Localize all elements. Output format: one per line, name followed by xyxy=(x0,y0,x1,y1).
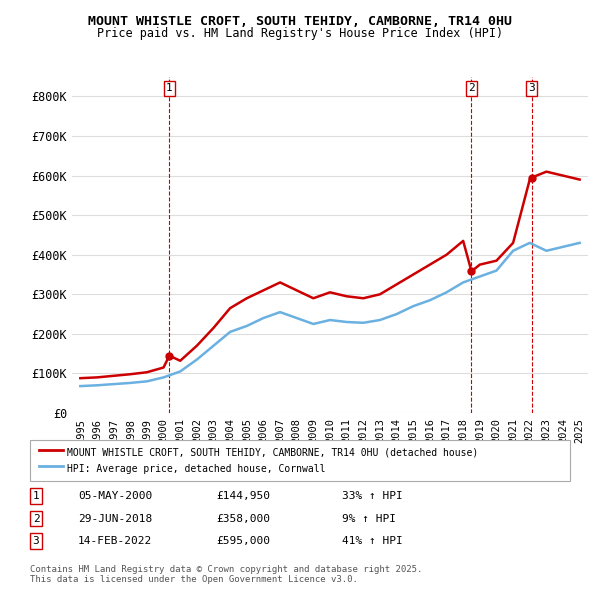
Text: £144,950: £144,950 xyxy=(216,491,270,501)
Text: 05-MAY-2000: 05-MAY-2000 xyxy=(78,491,152,501)
Text: 1: 1 xyxy=(166,83,173,93)
Text: 14-FEB-2022: 14-FEB-2022 xyxy=(78,536,152,546)
Text: MOUNT WHISTLE CROFT, SOUTH TEHIDY, CAMBORNE, TR14 0HU: MOUNT WHISTLE CROFT, SOUTH TEHIDY, CAMBO… xyxy=(88,15,512,28)
Text: 33% ↑ HPI: 33% ↑ HPI xyxy=(342,491,403,501)
Text: 29-JUN-2018: 29-JUN-2018 xyxy=(78,514,152,523)
Text: HPI: Average price, detached house, Cornwall: HPI: Average price, detached house, Corn… xyxy=(67,464,326,474)
Text: Price paid vs. HM Land Registry's House Price Index (HPI): Price paid vs. HM Land Registry's House … xyxy=(97,27,503,40)
Text: £358,000: £358,000 xyxy=(216,514,270,523)
Text: 3: 3 xyxy=(529,83,535,93)
Text: 3: 3 xyxy=(32,536,40,546)
Text: 41% ↑ HPI: 41% ↑ HPI xyxy=(342,536,403,546)
Text: MOUNT WHISTLE CROFT, SOUTH TEHIDY, CAMBORNE, TR14 0HU (detached house): MOUNT WHISTLE CROFT, SOUTH TEHIDY, CAMBO… xyxy=(67,448,478,458)
Text: 1: 1 xyxy=(32,491,40,501)
Text: £595,000: £595,000 xyxy=(216,536,270,546)
Text: Contains HM Land Registry data © Crown copyright and database right 2025.
This d: Contains HM Land Registry data © Crown c… xyxy=(30,565,422,584)
Text: 2: 2 xyxy=(468,83,475,93)
Text: 9% ↑ HPI: 9% ↑ HPI xyxy=(342,514,396,523)
Text: 2: 2 xyxy=(32,514,40,523)
